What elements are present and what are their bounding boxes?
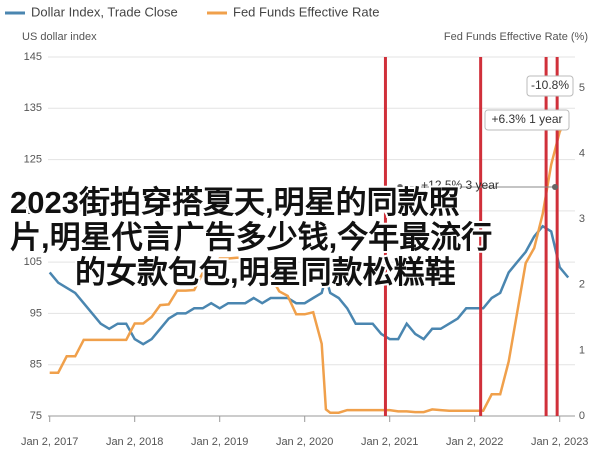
y-tick-label: 95 <box>30 307 42 319</box>
y2-tick-label: 3 <box>579 213 585 225</box>
x-tick-label: Jan 2, 2020 <box>276 436 334 448</box>
annotation: +6.3% 1 year <box>491 112 562 126</box>
x-tick-label: Jan 2, 2018 <box>106 436 164 448</box>
annotation: -10.8% <box>531 78 569 92</box>
y2-tick-label: 1 <box>579 344 585 356</box>
y-tick-label: 135 <box>24 102 42 114</box>
overlay-text: 2023街拍穿搭夏天,明星的同款照 <box>10 185 460 220</box>
annotation-dot <box>397 184 403 190</box>
annotation-dot <box>552 184 558 190</box>
y2-tick-label: 2 <box>579 279 585 291</box>
y2-tick-label: 4 <box>579 147 585 159</box>
y-tick-label: 85 <box>30 359 42 371</box>
annotation-box <box>526 75 574 97</box>
x-tick-label: Jan 2, 2017 <box>21 436 79 448</box>
x-tick-label: Jan 2, 2019 <box>191 436 249 448</box>
y-tick-label: 125 <box>24 153 42 165</box>
y-tick-label: 145 <box>24 51 42 63</box>
legend-label: Fed Funds Effective Rate <box>233 4 379 19</box>
overlay-text: 片,明星代言广告多少钱,今年最流行 <box>10 220 492 255</box>
y-tick-label: 75 <box>30 410 42 422</box>
legend-label: Dollar Index, Trade Close <box>31 4 178 19</box>
x-tick-label: Jan 2, 2022 <box>446 436 504 448</box>
y2-tick-label: 0 <box>579 410 585 422</box>
y-tick-label: 105 <box>24 256 42 268</box>
y-axis-title: US dollar index <box>22 31 97 43</box>
y2-tick-label: 5 <box>579 82 585 94</box>
y2-axis-title: Fed Funds Effective Rate (%) <box>444 31 588 43</box>
y-tick-label: 115 <box>24 205 42 217</box>
overlay-text: 的女款包包,明星同款松糕鞋 <box>75 255 456 290</box>
annotation: +12.5% 3 year <box>421 178 499 192</box>
annotation-box <box>484 109 570 131</box>
x-tick-label: Jan 2, 2021 <box>361 436 419 448</box>
x-tick-label: Jan 2, 2023 <box>531 436 589 448</box>
